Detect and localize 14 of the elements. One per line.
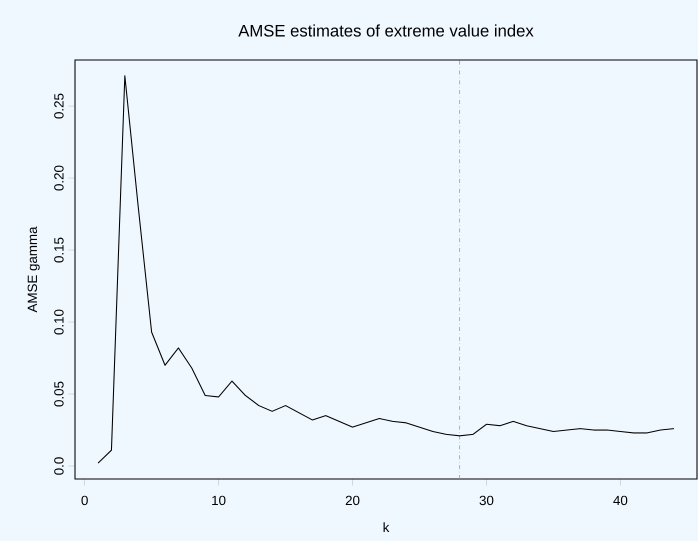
x-axis-title: k — [384, 522, 390, 532]
x-tick-label: 40 — [613, 496, 628, 506]
y-tick-label: 0.0 — [54, 457, 64, 475]
x-tick-label: 20 — [346, 496, 360, 506]
y-tick-label: 0.25 — [54, 94, 64, 119]
chart-title: AMSE estimates of extreme value index — [238, 24, 534, 37]
y-tick-label: 0.15 — [54, 238, 64, 262]
x-tick-label: 30 — [480, 496, 494, 506]
y-axis-title: AMSE gamma — [28, 226, 40, 312]
y-tick-label: 0.10 — [54, 310, 64, 334]
y-tick-label: 0.20 — [54, 166, 64, 191]
y-tick-label: 0.05 — [54, 382, 64, 406]
x-tick-label: 10 — [212, 496, 226, 506]
x-tick-label: 0 — [81, 496, 88, 506]
